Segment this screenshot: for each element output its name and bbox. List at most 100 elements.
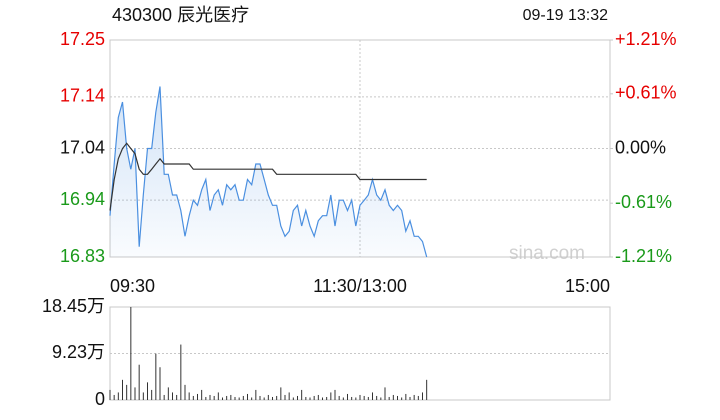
volume-bar (330, 392, 332, 400)
volume-bar (355, 397, 357, 400)
volume-bar (117, 392, 119, 400)
volume-bar (338, 395, 340, 400)
volume-bar (230, 394, 232, 400)
volume-bar (317, 394, 319, 400)
volume-bar (422, 392, 423, 400)
volume-bar (172, 392, 173, 400)
volume-bar (363, 395, 365, 400)
volume-bar (147, 382, 148, 400)
volume-bar (409, 396, 411, 400)
volume-bar (205, 396, 207, 400)
volume-bar (209, 394, 211, 400)
volume-bar (326, 396, 328, 400)
volume-bar (280, 387, 282, 400)
y2-tick-label: -1.21% (615, 246, 672, 266)
volume-bar (167, 387, 169, 400)
volume-bar (292, 397, 294, 400)
volume-bar (392, 394, 394, 400)
volume-bar (142, 392, 144, 400)
volume-bar (259, 395, 261, 400)
volume-bar (217, 392, 219, 400)
volume-bar (138, 364, 140, 400)
volume-bar (388, 396, 390, 400)
price-area (110, 86, 427, 257)
volume-bar (372, 392, 373, 400)
volume-bar (255, 389, 257, 400)
volume-bar (263, 397, 265, 400)
volume-bar (417, 395, 419, 400)
volume-bar (109, 389, 111, 400)
volume-bar (347, 393, 348, 400)
y-tick-label: 9.23万 (52, 342, 105, 362)
price-line (109, 86, 428, 258)
volume-bar (342, 397, 344, 400)
volume-bar (272, 396, 273, 400)
volume-bar (197, 393, 198, 400)
volume-bar (322, 397, 323, 400)
volume-bar (413, 394, 415, 400)
timestamp: 09-19 13:32 (523, 7, 609, 24)
volume-bar (367, 396, 369, 400)
volume-bar (247, 393, 248, 400)
volume-bar (288, 392, 290, 400)
volume-bar (130, 307, 132, 400)
volume-bar (213, 395, 215, 400)
volume-bar (301, 389, 303, 400)
volume-bar (251, 397, 253, 400)
volume-bar (238, 397, 240, 400)
volume-bar (192, 395, 194, 400)
price-line (109, 142, 427, 211)
y-tick-label: 17.14 (60, 86, 105, 106)
chart-title: 430300 辰光医疗 (112, 5, 249, 25)
volume-bar (201, 389, 203, 400)
volume-bar (397, 395, 398, 400)
volume-bar (426, 379, 428, 400)
volume-bar (276, 395, 278, 400)
volume-bar (159, 367, 161, 400)
volume-bar (226, 395, 228, 400)
y-tick-label: 16.94 (60, 189, 105, 209)
volume-bar (284, 394, 286, 400)
y-tick-label: 16.83 (60, 246, 105, 266)
y2-tick-label: 0.00% (615, 137, 666, 157)
volume-bar (309, 397, 311, 400)
volume-bar (155, 353, 157, 400)
volume-bar (234, 396, 236, 400)
volume-bar (405, 393, 407, 400)
volume-bar (184, 384, 186, 400)
volume-bar (163, 394, 165, 400)
y2-tick-label: +1.21% (615, 29, 677, 49)
volume-bar (305, 396, 307, 400)
volume-bar (384, 387, 386, 400)
y2-tick-label: -0.61% (615, 192, 672, 212)
volume-bar (380, 397, 382, 400)
volume-bar (126, 384, 128, 400)
volume-bar (113, 394, 115, 400)
volume-bar (351, 396, 353, 400)
x-tick-label: 11:30/13:00 (313, 276, 407, 296)
volume-bar (122, 379, 123, 400)
x-tick-label: 15:00 (565, 276, 610, 296)
y-tick-label: 0 (95, 389, 105, 409)
volume-bar (151, 389, 153, 400)
y-tick-label: 18.45万 (42, 296, 105, 316)
y-tick-label: 17.25 (60, 29, 105, 49)
volume-bar (313, 395, 315, 400)
volume-bar (188, 392, 190, 400)
volume-bar (297, 395, 298, 400)
x-tick-label: 09:30 (110, 276, 155, 296)
volume-bar (401, 397, 403, 400)
volume-bar (376, 395, 378, 400)
volume-bar (359, 394, 361, 400)
volume-bar (334, 389, 336, 400)
volume-bar (267, 394, 269, 400)
volume-bar (134, 387, 136, 400)
watermark: sina.com (509, 243, 585, 264)
volume-bar (180, 344, 182, 400)
y-tick-label: 17.04 (60, 137, 105, 157)
volume-bar (176, 394, 178, 400)
volume-bar (242, 395, 244, 400)
volume-bar (222, 397, 223, 400)
y2-tick-label: +0.61% (615, 83, 677, 103)
